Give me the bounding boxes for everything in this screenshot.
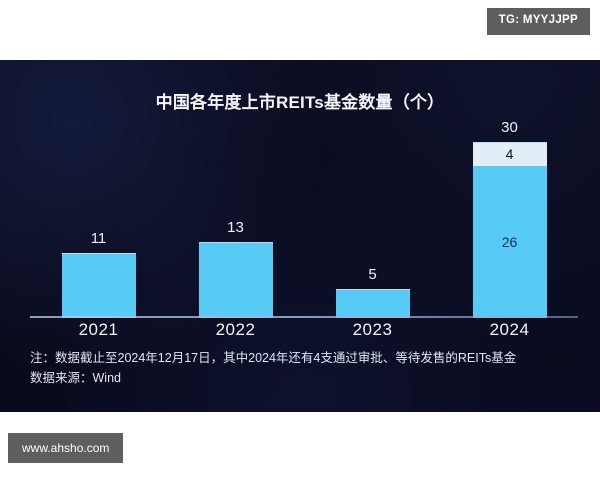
bar-segment-main[interactable]: 26 <box>472 166 547 318</box>
x-tick-2023: 2023 <box>352 320 393 339</box>
bar-slot-2024: 30 4 26 <box>441 119 578 318</box>
bar-2022[interactable] <box>198 241 273 318</box>
bar-total-label: 30 <box>501 118 518 136</box>
bar-segment-label: 4 <box>505 146 514 163</box>
chart-title: 中国各年度上市REITs基金数量（个） <box>155 93 445 112</box>
bar-group: 11 13 5 30 4 26 <box>30 119 578 318</box>
plot-area: 11 13 5 30 4 26 <box>30 119 578 318</box>
site-watermark-badge: www.ahsho.com <box>8 433 124 463</box>
x-axis-line <box>30 316 578 318</box>
bar-slot-2023: 5 <box>304 130 441 318</box>
bar-total-label: 11 <box>90 230 107 248</box>
x-tick-2024: 2024 <box>489 320 530 339</box>
bar-2021[interactable] <box>61 253 136 318</box>
footnote-note: 注：数据截止至2024年12月17日，其中2024年还有4支通过审批、等待发售的… <box>30 351 517 365</box>
bar-segment-main[interactable] <box>61 254 136 318</box>
bar-2023[interactable] <box>335 288 410 318</box>
x-axis-tick-labels: 2021 2022 2023 2024 <box>30 320 578 340</box>
bar-total-label: 13 <box>227 218 244 236</box>
bar-segment-label: 26 <box>501 234 518 251</box>
bar-segment-top[interactable]: 4 <box>472 142 547 167</box>
footnote-source: 数据来源：Wind <box>30 371 121 385</box>
bar-2024[interactable]: 4 26 <box>472 141 547 318</box>
bar-segment-main[interactable] <box>335 289 410 318</box>
chart-panel: 中国各年度上市REITs基金数量（个） 11 13 5 30 4 26 2021 2022 2… <box>0 60 600 412</box>
chart-footnotes: 注：数据截止至2024年12月17日，其中2024年还有4支通过审批、等待发售的… <box>30 348 578 388</box>
telegram-watermark-badge: TG: MYYJJPP <box>486 8 590 35</box>
bar-segment-main[interactable] <box>198 242 273 318</box>
x-tick-2021: 2021 <box>78 320 119 339</box>
bar-total-label: 5 <box>368 265 377 283</box>
x-tick-2022: 2022 <box>215 320 256 339</box>
bar-slot-2022: 13 <box>167 130 304 318</box>
bar-slot-2021: 11 <box>30 130 167 318</box>
